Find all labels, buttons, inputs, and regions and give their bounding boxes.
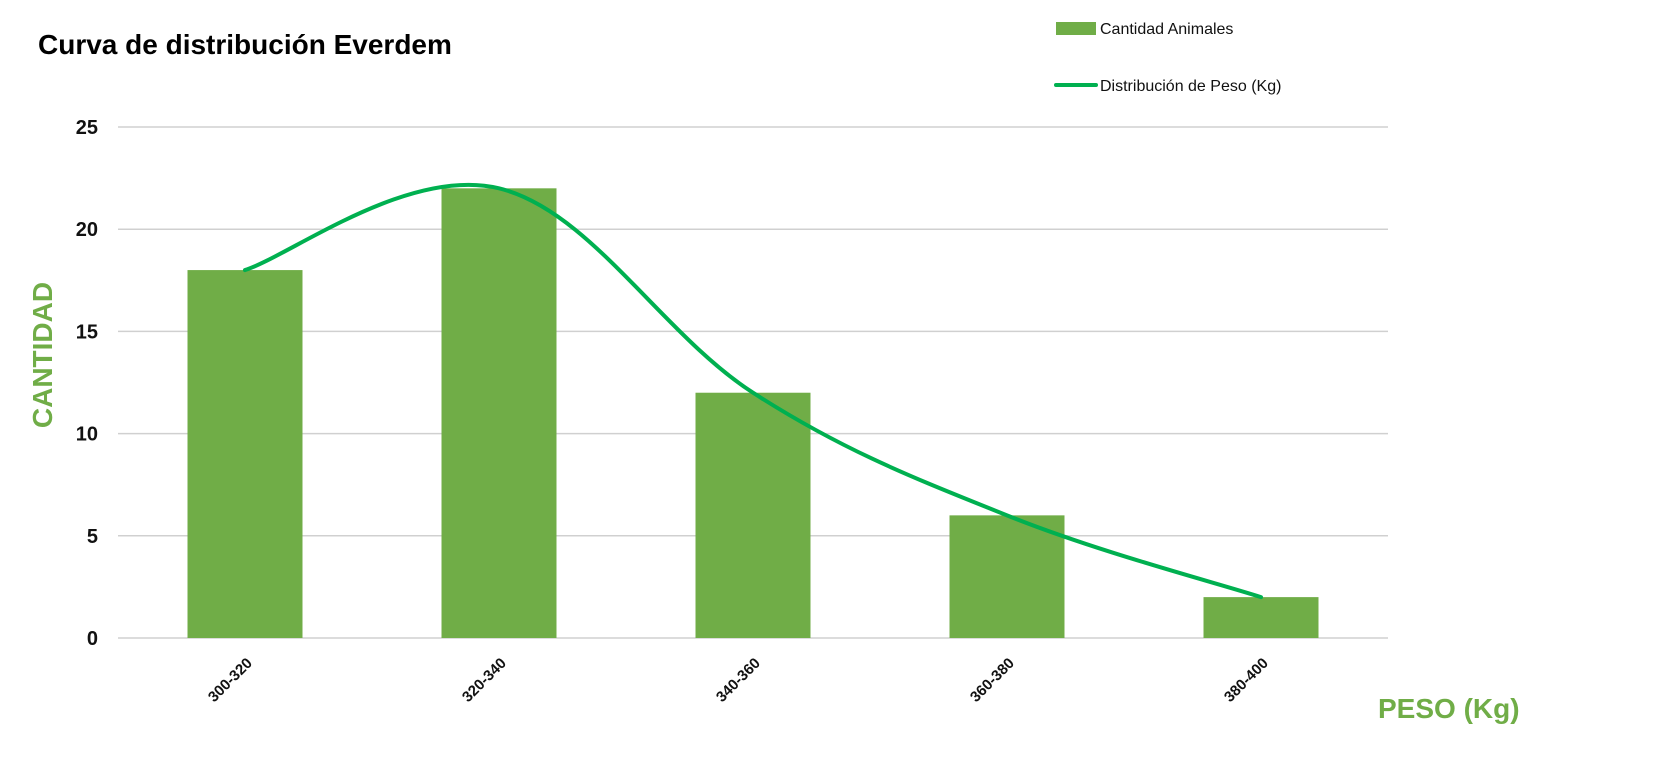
bars	[187, 188, 1319, 638]
x-tick-label-360-380: 360-380	[967, 655, 1018, 706]
y-tick-label: 15	[76, 321, 98, 343]
x-axis-label: PESO (Kg)	[1378, 693, 1520, 724]
bar-340-360	[695, 392, 811, 638]
x-tick-label-300-320: 300-320	[205, 655, 256, 706]
y-axis-label: CANTIDAD	[27, 282, 58, 428]
bar-360-380	[949, 515, 1065, 638]
legend-bar-label: Cantidad Animales	[1100, 21, 1233, 38]
distribution-line	[243, 182, 1263, 600]
bar-300-320	[187, 270, 303, 638]
x-tick-label-340-360: 340-360	[713, 655, 764, 706]
y-tick-label: 20	[76, 219, 98, 241]
y-tick-label: 10	[76, 424, 98, 446]
legend-bar-swatch	[1056, 22, 1096, 35]
y-tick-label: 25	[76, 117, 98, 139]
legend-line-label: Distribución de Peso (Kg)	[1100, 78, 1281, 95]
x-tick-label-380-400: 380-400	[1221, 655, 1272, 706]
bar-380-400	[1203, 597, 1319, 638]
bar-320-340	[441, 188, 557, 638]
chart-title: Curva de distribución Everdem	[38, 29, 452, 60]
x-axis-ticks: 300-320 320-340 340-360 360-380 380-400	[205, 655, 1272, 706]
y-tick-label: 5	[87, 526, 98, 548]
legend: Cantidad Animales Distribución de Peso (…	[1054, 21, 1281, 95]
x-tick-label-320-340: 320-340	[459, 655, 510, 706]
y-tick-label: 0	[87, 628, 98, 650]
y-axis-ticks: 0 5 10 15 20 25	[76, 117, 98, 650]
